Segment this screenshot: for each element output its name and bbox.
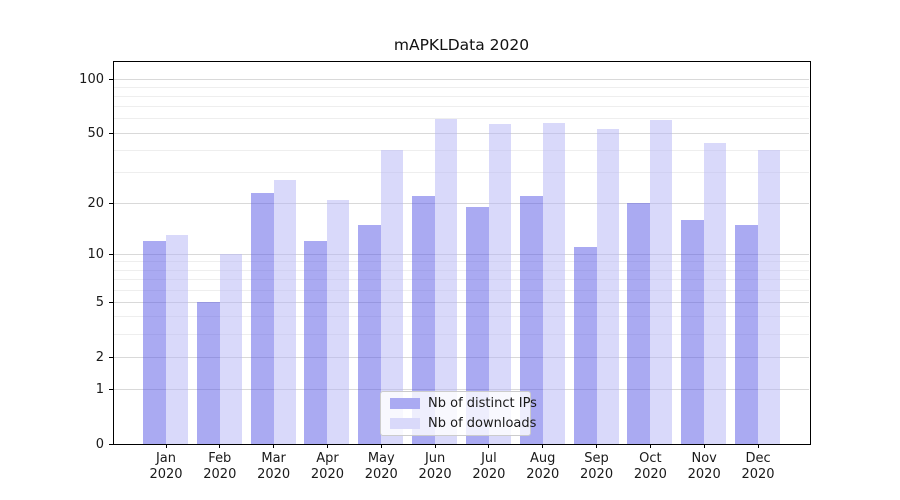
minor-gridline — [114, 86, 809, 88]
major-gridline — [114, 388, 809, 390]
bar-downloads-sep — [596, 128, 619, 444]
minor-gridline — [114, 118, 809, 120]
bar-downloads-dec — [758, 150, 781, 444]
minor-gridline — [114, 279, 809, 281]
y-tick-label: 2 — [95, 349, 104, 365]
y-tick-label: 100 — [79, 71, 104, 87]
minor-gridline — [114, 171, 809, 173]
legend-item-distinct-ips: Nb of distinct IPs — [381, 394, 537, 414]
bar-downloads-apr — [327, 199, 350, 444]
bar-downloads-jan — [166, 235, 188, 444]
x-tick-mark — [273, 444, 275, 448]
y-tick-label: 20 — [87, 195, 104, 211]
y-tick-mark — [109, 202, 113, 204]
bar-downloads-jun — [435, 118, 458, 444]
bar-distinct-ips-oct — [627, 203, 651, 444]
bar-distinct-ips-feb — [196, 302, 220, 444]
x-tick-mark — [596, 444, 598, 448]
x-tick-label-mar: Mar 2020 — [257, 451, 291, 482]
minor-gridline — [114, 289, 809, 291]
bar-downloads-nov — [704, 142, 727, 444]
y-tick-mark — [109, 253, 113, 255]
x-tick-label-jun: Jun 2020 — [418, 451, 452, 482]
x-tick-label-apr: Apr 2020 — [310, 451, 344, 482]
y-tick-label: 0 — [95, 436, 104, 452]
y-tick-mark — [109, 78, 113, 80]
bar-distinct-ips-jun — [412, 196, 436, 444]
legend-label-downloads: Nb of downloads — [428, 415, 537, 431]
bar-distinct-ips-aug — [519, 196, 543, 444]
x-tick-mark — [757, 444, 759, 448]
minor-gridline — [114, 316, 809, 318]
chart-title: mAPKLData 2020 — [393, 36, 530, 54]
y-tick-mark — [109, 356, 113, 358]
x-tick-label-jul: Jul 2020 — [472, 451, 506, 482]
bar-downloads-oct — [650, 120, 673, 444]
bar-distinct-ips-mar — [250, 192, 274, 444]
minor-gridline — [114, 106, 809, 108]
x-tick-mark — [326, 444, 328, 448]
y-tick-mark — [109, 388, 113, 390]
legend-item-downloads: Nb of downloads — [381, 414, 536, 434]
bar-distinct-ips-nov — [681, 219, 705, 444]
y-tick-label: 10 — [87, 246, 104, 262]
y-tick-mark — [109, 301, 113, 303]
x-tick-mark — [380, 444, 382, 448]
minor-gridline — [114, 149, 809, 151]
x-tick-label-jan: Jan 2020 — [149, 451, 183, 482]
bar-downloads-jul — [488, 124, 511, 444]
major-gridline — [114, 202, 809, 204]
major-gridline — [114, 253, 809, 255]
bar-downloads-mar — [273, 180, 296, 444]
legend-swatch-downloads — [390, 417, 420, 429]
legend: Nb of distinct IPs Nb of downloads — [380, 391, 537, 436]
y-tick-label: 5 — [95, 294, 104, 310]
legend-swatch-distinct-ips — [390, 398, 420, 410]
minor-gridline — [114, 269, 809, 271]
y-tick-mark — [109, 132, 113, 134]
bar-downloads-feb — [219, 254, 242, 444]
minor-gridline — [114, 95, 809, 97]
x-tick-label-may: May 2020 — [364, 451, 398, 482]
bar-distinct-ips-jul — [465, 207, 489, 444]
x-tick-mark — [219, 444, 221, 448]
major-gridline — [114, 301, 809, 303]
legend-label-distinct-ips: Nb of distinct IPs — [428, 396, 537, 412]
x-tick-label-dec: Dec 2020 — [741, 451, 775, 482]
bar-distinct-ips-jan — [143, 241, 166, 444]
bar-downloads-may — [381, 150, 404, 444]
y-tick-mark — [109, 443, 113, 445]
bar-downloads-aug — [542, 122, 565, 444]
x-tick-label-oct: Oct 2020 — [633, 451, 667, 482]
x-tick-mark — [649, 444, 651, 448]
x-tick-mark — [165, 444, 167, 448]
x-tick-label-feb: Feb 2020 — [203, 451, 237, 482]
bar-distinct-ips-dec — [735, 224, 759, 444]
x-tick-mark — [542, 444, 544, 448]
bar-distinct-ips-may — [358, 224, 382, 444]
x-tick-label-nov: Nov 2020 — [687, 451, 721, 482]
x-tick-label-aug: Aug 2020 — [526, 451, 560, 482]
x-tick-mark — [434, 444, 436, 448]
minor-gridline — [114, 333, 809, 335]
major-gridline — [114, 356, 809, 358]
major-gridline — [114, 78, 809, 80]
y-tick-label: 1 — [95, 381, 104, 397]
x-tick-mark — [488, 444, 490, 448]
y-tick-label: 50 — [87, 125, 104, 141]
bar-distinct-ips-apr — [304, 241, 328, 444]
bar-distinct-ips-sep — [573, 247, 597, 444]
x-tick-label-sep: Sep 2020 — [580, 451, 614, 482]
minor-gridline — [114, 261, 809, 263]
x-tick-mark — [703, 444, 705, 448]
major-gridline — [114, 132, 809, 134]
